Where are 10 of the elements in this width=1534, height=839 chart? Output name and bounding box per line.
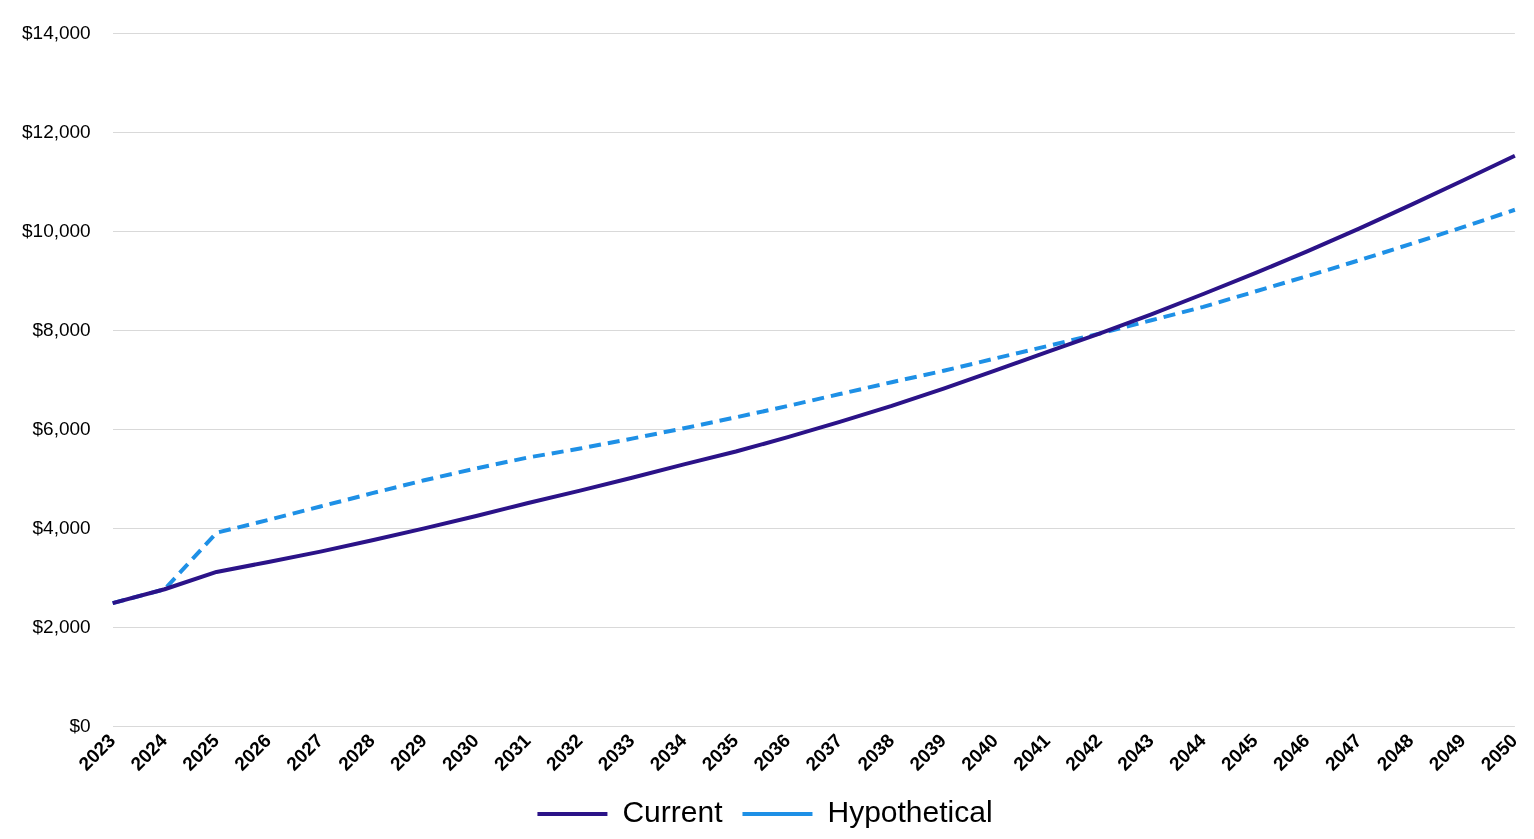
y-tick-label: $10,000 [21,219,91,241]
legend-label: Current [622,795,724,829]
y-tick-label: $6,000 [32,417,91,439]
y-tick-label: $14,000 [21,21,91,43]
y-tick-label: $2,000 [32,616,91,638]
y-tick-label: $4,000 [32,517,91,539]
y-tick-label: $0 [69,715,91,737]
legend-label: Hypothetical [827,795,993,829]
y-tick-label: $8,000 [32,318,91,340]
y-tick-label: $12,000 [21,120,91,142]
